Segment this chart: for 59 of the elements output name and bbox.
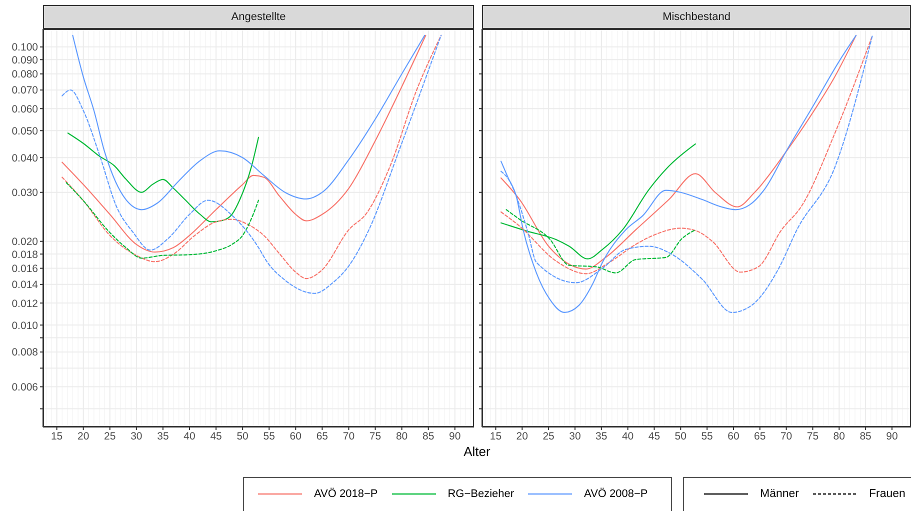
x-tick-label: 90	[886, 430, 898, 442]
y-tick-label: 0.080	[12, 68, 38, 81]
x-tick-label: 50	[236, 430, 249, 442]
y-tick-label: 0.070	[12, 84, 38, 97]
x-tick-label: 70	[780, 430, 792, 442]
y-tick-label: 0.012	[12, 298, 38, 310]
x-tick-label: 50	[674, 430, 687, 442]
y-tick-label: 0.030	[12, 187, 38, 200]
y-tick-label: 0.014	[12, 279, 38, 292]
x-tick-label: 55	[701, 430, 714, 442]
y-tick-label: 0.040	[12, 152, 38, 164]
y-tick-label: 0.090	[12, 54, 38, 66]
x-tick-label: 65	[316, 430, 328, 442]
x-tick-label: 20	[516, 430, 528, 442]
y-tick-label: 0.100	[12, 42, 38, 54]
y-tick-label: 0.008	[12, 346, 38, 359]
x-tick-label: 55	[263, 430, 276, 442]
text: Männer	[760, 488, 799, 500]
chart-title: Angestellte	[43, 5, 474, 29]
legend-label: AVÖ 2018−P	[314, 488, 378, 500]
x-tick-label: 45	[648, 430, 660, 442]
x-tick-label: 35	[596, 430, 608, 442]
text: Frauen	[869, 488, 906, 500]
y-tick-label: 0.020	[12, 236, 38, 248]
x-tick-label: 40	[184, 430, 196, 442]
x-tick-label: 45	[210, 430, 222, 442]
x-tick-label: 25	[104, 430, 116, 442]
x-tick-label: 85	[422, 430, 434, 442]
x-tick-label: 60	[290, 430, 302, 442]
y-tick-label: 0.016	[12, 263, 38, 276]
x-tick-label: 70	[342, 430, 355, 442]
x-tick-label: 90	[449, 430, 461, 442]
x-tick-label: 75	[806, 430, 819, 442]
legend-label: RG−Bezieher	[448, 488, 514, 500]
y-tick-label: 0.060	[12, 103, 38, 116]
x-tick-label: 20	[77, 430, 90, 442]
x-axis-title: Alter	[462, 444, 492, 459]
x-tick-label: 75	[369, 430, 382, 442]
x-tick-label: 35	[157, 430, 169, 442]
x-tick-label: 60	[728, 430, 740, 442]
line-series	[72, 34, 426, 210]
x-tick-label: 30	[569, 430, 581, 442]
line-series	[67, 132, 260, 222]
y-tick-label: 0.050	[12, 125, 38, 138]
chart-title: Mischbestand	[482, 5, 911, 29]
line-series	[66, 182, 260, 259]
legend-label: AVÖ 2008−P	[584, 488, 648, 500]
x-tick-label: 85	[860, 430, 872, 442]
y-tick-label: 0.006	[12, 381, 38, 394]
x-tick-label: 30	[130, 430, 142, 442]
x-tick-label: 15	[50, 430, 63, 442]
x-tick-label: 15	[490, 430, 502, 442]
x-tick-label: 80	[833, 430, 846, 442]
y-tick-label: 0.010	[12, 320, 38, 332]
x-tick-label: 80	[396, 430, 408, 442]
x-tick-label: 40	[622, 430, 634, 442]
y-tick-label: 0.018	[12, 248, 38, 261]
x-tick-label: 65	[754, 430, 766, 442]
x-tick-label: 25	[542, 430, 555, 442]
